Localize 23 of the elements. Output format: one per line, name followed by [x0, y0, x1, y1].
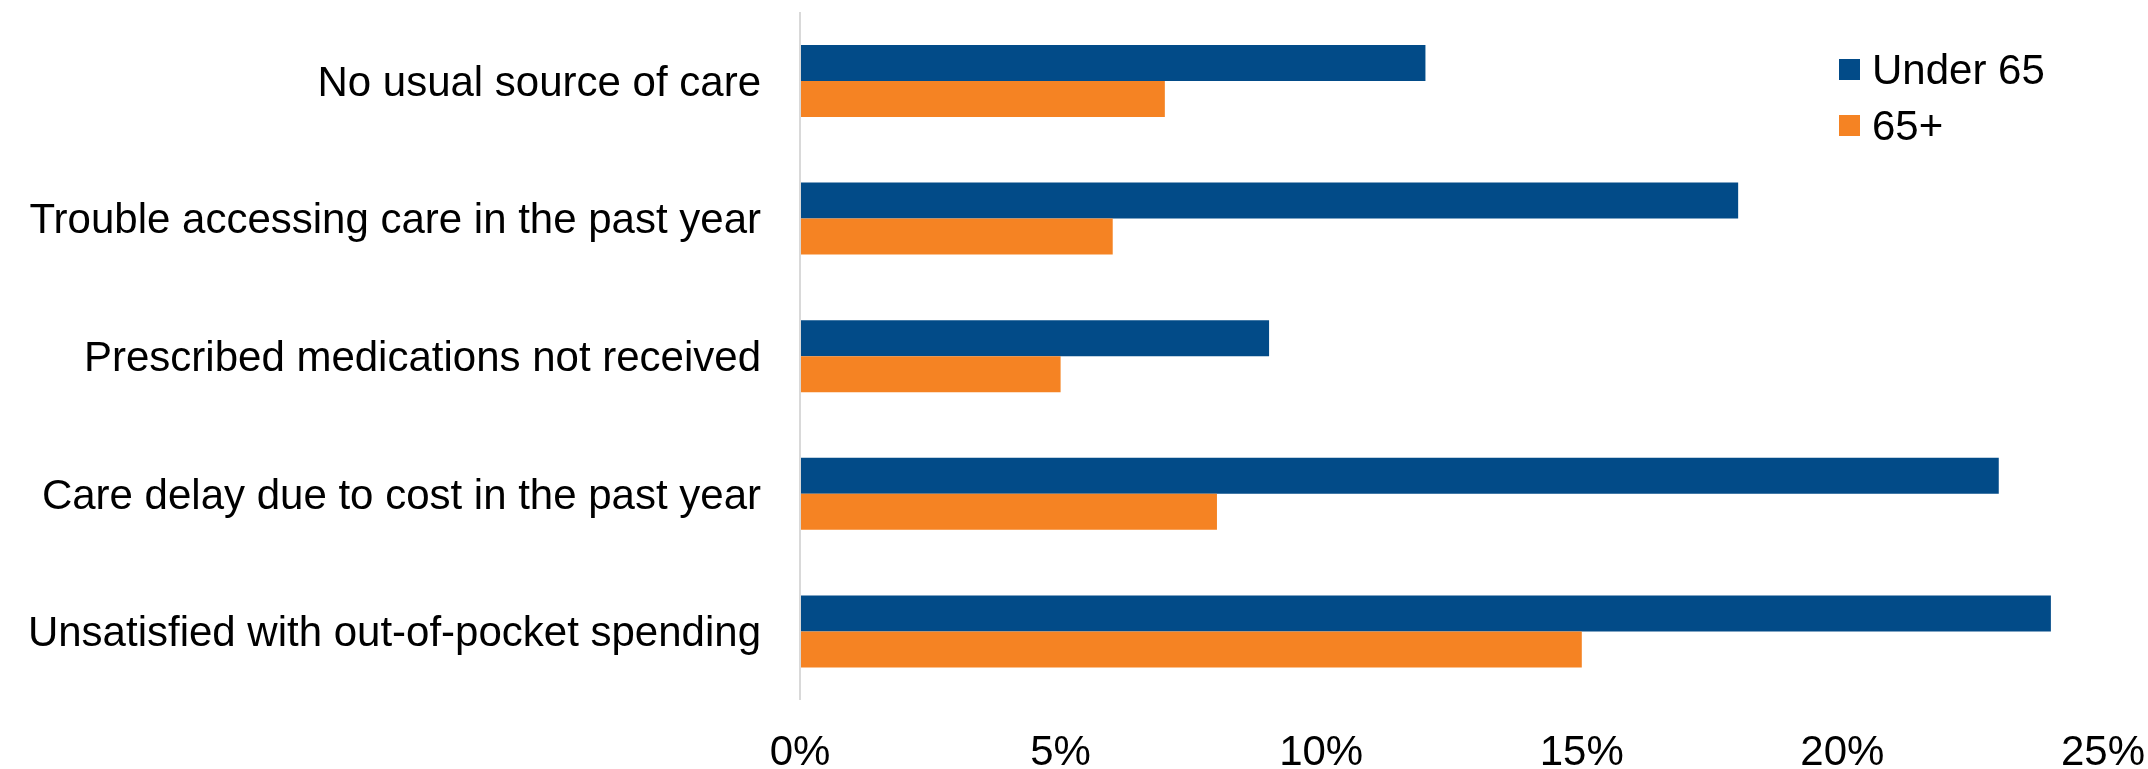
legend-label: 65+: [1872, 101, 1944, 149]
bar: [800, 595, 2051, 632]
bar: [800, 218, 1113, 255]
y-tick-label: Prescribed medications not received: [83, 332, 761, 380]
x-tick-label: 15%: [1539, 726, 1624, 769]
y-tick-label: Unsatisfied with out-of-pocket spending: [27, 608, 761, 656]
x-tick-label: 20%: [1800, 726, 1885, 769]
bar: [800, 320, 1270, 357]
y-tick-label: Care delay due to cost in the past year: [41, 470, 762, 518]
bar: [800, 631, 1582, 668]
x-tick-label: 10%: [1279, 726, 1364, 769]
bar: [800, 356, 1061, 393]
bar: [800, 45, 1426, 82]
bar: [800, 457, 1999, 494]
bar: [800, 493, 1217, 530]
legend-label: Under 65: [1872, 45, 2045, 93]
y-tick-label: No usual source of care: [317, 57, 761, 105]
x-tick-label: 5%: [1030, 726, 1091, 769]
y-tick-label: Trouble accessing care in the past year: [29, 195, 762, 243]
bar: [800, 182, 1739, 219]
x-tick-label: 25%: [2060, 726, 2146, 769]
x-tick-label: 0%: [769, 726, 831, 769]
bar: [800, 81, 1165, 118]
